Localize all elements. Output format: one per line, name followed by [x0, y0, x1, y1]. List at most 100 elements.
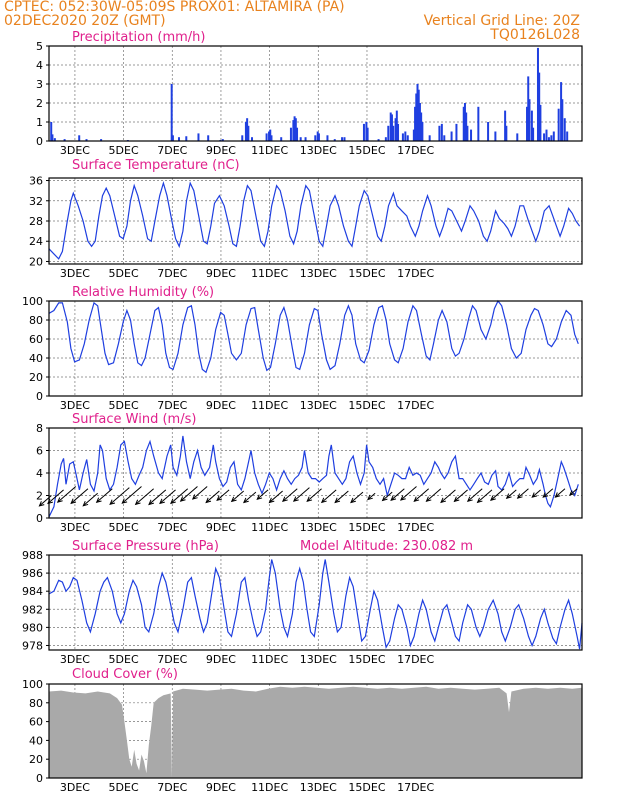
x-tick-label: 17DEC [397, 653, 434, 666]
precip-bar [377, 139, 380, 141]
y-tick-label: 988 [22, 549, 43, 562]
precip-bar [545, 129, 548, 141]
wind-arrow [121, 486, 142, 504]
precip-bar [505, 125, 508, 141]
x-tick-label: 13DEC [300, 781, 337, 794]
precip-bar [466, 125, 469, 141]
precip-bar [247, 125, 250, 141]
wind-arrow [542, 488, 554, 498]
x-tick-label: 13DEC [300, 653, 337, 666]
precip-bar [563, 118, 566, 141]
panel-title: Surface Pressure (hPa) [72, 539, 219, 554]
wind-arrow-head [542, 492, 549, 498]
wind-arrow-head [82, 500, 89, 507]
wind-arrow [170, 488, 189, 504]
precip-bar [292, 120, 295, 141]
x-tick-label: 11DEC [251, 144, 288, 157]
y-tick-label: 24 [29, 235, 43, 248]
precip-bar [416, 84, 419, 141]
wind-arrow [96, 488, 113, 503]
precip-bar [53, 138, 56, 141]
x-tick-label: 11DEC [251, 781, 288, 794]
x-tick-label: 7DEC [157, 653, 187, 666]
x-tick-label: 3DEC [60, 267, 90, 280]
y-tick-label: 8 [36, 422, 43, 435]
precip-bar [428, 135, 431, 141]
precip-bar [394, 118, 397, 141]
x-tick-label: 15DEC [348, 267, 385, 280]
precip-bar [197, 133, 200, 141]
wind-arrow-head [70, 498, 77, 505]
y-tick-label: 978 [22, 639, 43, 652]
wind-arrow [216, 489, 230, 501]
x-tick-label: 17DEC [397, 144, 434, 157]
wind-arrow-head [350, 497, 356, 504]
wind-arrow-head [56, 497, 63, 503]
precip-bar [85, 139, 88, 141]
x-tick-label: 13DEC [300, 399, 337, 412]
y-tick-label: 0 [36, 135, 43, 148]
x-tick-label: 9DEC [206, 781, 236, 794]
precip-bar [51, 134, 54, 141]
x-tick-label: 5DEC [109, 399, 139, 412]
precip-bar [470, 129, 473, 141]
x-tick-label: 7DEC [157, 521, 187, 534]
precip-bar [268, 131, 271, 141]
wind-arrow-head [148, 499, 154, 506]
wind-arrow-head [466, 496, 473, 502]
x-tick-label: 3DEC [60, 399, 90, 412]
cloud-area [49, 686, 582, 778]
wind-arrow [334, 490, 349, 503]
panel-title: Surface Temperature (nC) [72, 158, 240, 173]
series-line [48, 299, 579, 374]
precip-bar [487, 122, 490, 141]
wind-arrow [531, 489, 541, 498]
wind-arrow-head [292, 496, 299, 502]
wind-arrow-head [367, 494, 373, 501]
precip-bar [241, 135, 244, 141]
x-tick-label: 7DEC [157, 144, 187, 157]
wind-arrow-head [425, 496, 432, 502]
wind-arrow [555, 488, 566, 498]
wind-arrow [192, 486, 208, 500]
wind-arrow [467, 488, 483, 502]
precip-bar [543, 133, 546, 141]
y-tick-label: 986 [22, 567, 43, 580]
wind-arrow-head [320, 497, 327, 504]
precip-bar [557, 108, 560, 141]
wind-arrow-head [121, 498, 128, 504]
x-tick-label: 5DEC [109, 653, 139, 666]
y-tick-label: 60 [29, 333, 43, 346]
x-tick-label: 9DEC [206, 267, 236, 280]
wind-arrow [454, 489, 468, 502]
series-line [48, 435, 579, 518]
precip-bar [326, 135, 329, 141]
precip-bar [100, 139, 103, 141]
precip-bar [294, 118, 297, 141]
precip-bar [171, 135, 174, 141]
panel-frame [48, 427, 583, 519]
wind-arrow-head [281, 496, 288, 502]
x-tick-label: 5DEC [109, 521, 139, 534]
y-tick-label: 0 [36, 512, 43, 525]
panel-frame [48, 683, 583, 779]
x-tick-label: 15DEC [348, 144, 385, 157]
precip-bar [550, 135, 553, 141]
y-tick-label: 80 [29, 697, 43, 710]
wind-arrow-head [531, 492, 538, 498]
x-tick-label: 3DEC [60, 781, 90, 794]
panel-frame [48, 554, 583, 651]
y-tick-label: 36 [29, 175, 43, 188]
precip-bar [527, 76, 530, 141]
wind-arrow-head [159, 498, 165, 505]
wind-arrow [205, 490, 220, 503]
wind-arrow-head [569, 490, 575, 496]
precip-bar [404, 131, 407, 141]
wind-arrow [306, 488, 322, 502]
y-tick-label: 980 [22, 621, 43, 634]
x-tick-label: 15DEC [348, 521, 385, 534]
wind-arrow-head [216, 495, 223, 502]
wind-arrow [109, 487, 130, 505]
panel-5: Cloud Cover (%) 3DEC 5DEC 7DEC 9DEC 11DEC 13DE… [22, 667, 583, 794]
precip-bar [343, 137, 346, 141]
